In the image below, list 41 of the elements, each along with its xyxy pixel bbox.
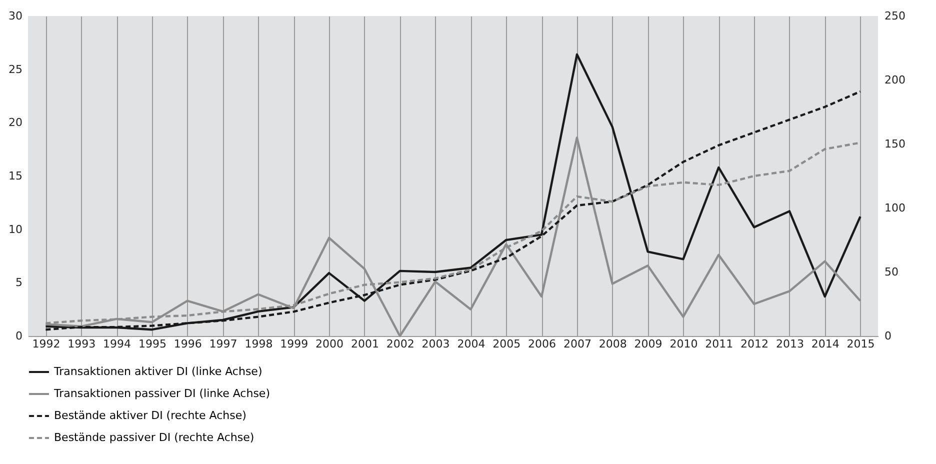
y-tick-label: 5 [16, 276, 22, 290]
x-tick-label: 2013 [776, 338, 804, 350]
y-tick-label: 0 [16, 330, 22, 342]
x-tick-label: 1999 [280, 338, 308, 350]
y2-tick-label: 0 [884, 330, 892, 342]
x-tick-label: 2006 [528, 338, 556, 350]
x-tick-label: 2015 [846, 338, 875, 350]
legend-label: Bestände aktiver DI (rechte Achse) [54, 409, 246, 422]
x-tick-label: 1993 [68, 338, 96, 350]
y-tick-label: 30 [8, 10, 22, 22]
legend-label: Bestände passiver DI (rechte Achse) [54, 431, 254, 444]
legend-label: Transaktionen aktiver DI (linke Achse) [53, 365, 262, 378]
x-tick-label: 1994 [103, 338, 132, 350]
x-tick-label: 2000 [316, 338, 344, 350]
x-tick-label: 2011 [705, 338, 734, 350]
x-tick-label: 2012 [740, 338, 769, 350]
x-tick-label: 2002 [386, 338, 414, 350]
legend-label: Transaktionen passiver DI (linke Achse) [53, 387, 270, 400]
x-tick-label: 1992 [32, 338, 60, 350]
x-tick-label: 1998 [244, 338, 273, 350]
y-tick-label: 25 [8, 62, 22, 76]
y-tick-label: 20 [8, 116, 22, 130]
y2-tick-label: 250 [884, 10, 906, 22]
y-tick-label: 10 [8, 222, 22, 236]
x-tick-label: 2010 [670, 338, 698, 350]
y2-tick-label: 50 [884, 266, 898, 278]
x-tick-label: 1995 [138, 338, 166, 350]
y2-tick-label: 200 [884, 74, 906, 86]
y2-tick-label: 150 [884, 138, 906, 150]
y2-tick-label: 100 [884, 202, 906, 214]
x-tick-label: 2007 [563, 338, 592, 350]
x-tick-label: 2014 [811, 338, 840, 350]
x-tick-label: 1997 [209, 338, 238, 350]
x-tick-label: 2009 [634, 338, 662, 350]
x-tick-label: 2001 [350, 338, 379, 350]
x-tick-label: 1996 [174, 338, 202, 350]
x-tick-label: 2003 [422, 338, 450, 350]
x-tick-label: 2005 [492, 338, 521, 350]
y-tick-label: 15 [8, 170, 22, 182]
x-tick-label: 2008 [598, 338, 627, 350]
x-tick-label: 2004 [457, 338, 486, 350]
